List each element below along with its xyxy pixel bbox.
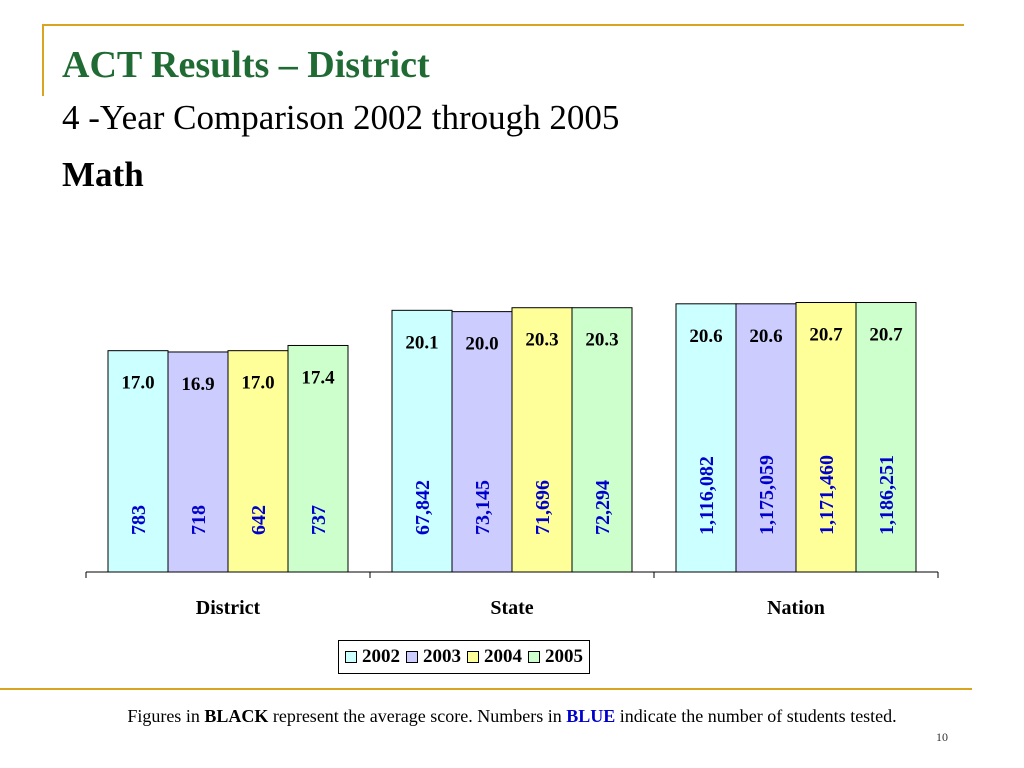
bar xyxy=(675,303,737,573)
bar xyxy=(571,307,633,573)
title-accent-bar xyxy=(42,24,44,96)
bar-value-label: 17.0 xyxy=(241,373,274,394)
x-tick-label: District xyxy=(196,597,261,619)
bar-count-label: 1,116,082 xyxy=(696,456,718,535)
legend-item: 2003 xyxy=(406,646,461,668)
legend-label: 2002 xyxy=(362,646,400,667)
bar xyxy=(287,344,349,573)
bar-count-label: 783 xyxy=(128,505,150,535)
legend-item: 2005 xyxy=(528,646,583,668)
bar-value-label: 20.3 xyxy=(585,330,618,351)
footnote-black-word: BLACK xyxy=(204,706,269,726)
top-divider xyxy=(42,24,964,26)
bar-count-label: 1,175,059 xyxy=(756,455,778,535)
slide-subject: Math xyxy=(62,155,144,194)
bar-value-label: 20.7 xyxy=(869,325,903,346)
legend-label: 2005 xyxy=(545,646,583,667)
bar xyxy=(735,303,797,573)
bar xyxy=(511,307,573,573)
slide-subtitle: 4 -Year Comparison 2002 through 2005 xyxy=(62,98,620,137)
bar-value-label: 20.6 xyxy=(749,326,782,347)
bar-count-label: 71,696 xyxy=(532,480,554,535)
bar-value-label: 17.0 xyxy=(121,373,154,394)
bar-count-label: 67,842 xyxy=(412,480,434,535)
bar-value-label: 20.1 xyxy=(405,332,438,353)
bar xyxy=(795,302,857,573)
legend-swatch xyxy=(406,651,418,663)
legend-item: 2002 xyxy=(345,646,400,668)
bar-value-label: 20.3 xyxy=(525,330,558,351)
bar-value-label: 20.7 xyxy=(809,325,843,346)
footnote-blue-word: BLUE xyxy=(566,706,616,726)
legend-swatch xyxy=(345,651,357,663)
legend-swatch xyxy=(467,651,479,663)
footnote-part3: indicate the number of students tested. xyxy=(615,706,897,726)
legend-swatch xyxy=(528,651,540,663)
bar-value-label: 17.4 xyxy=(301,367,335,388)
legend-item: 2004 xyxy=(467,646,522,668)
slide-title: ACT Results – District xyxy=(62,44,430,86)
footnote: Figures in BLACK represent the average s… xyxy=(0,706,1024,727)
bar-count-label: 718 xyxy=(188,505,210,535)
bar-count-label: 72,294 xyxy=(592,480,614,535)
bar-count-label: 73,145 xyxy=(472,480,494,535)
bottom-divider xyxy=(0,688,972,690)
bar-count-label: 1,171,460 xyxy=(816,455,838,535)
bar xyxy=(451,311,513,573)
chart-legend: 2002 2003 2004 2005 xyxy=(338,640,590,674)
bar-count-label: 1,186,251 xyxy=(876,455,898,535)
bar-count-label: 737 xyxy=(308,505,330,535)
bar-chart: 17.0 783 16.9 718 17.0 642 17.4 737 District 20.1… xyxy=(85,302,939,619)
x-tick-label: State xyxy=(490,597,533,619)
bar-count-label: 642 xyxy=(248,505,270,535)
footnote-part1: Figures in xyxy=(127,706,205,726)
bar xyxy=(855,302,917,573)
page-number: 10 xyxy=(936,730,948,744)
legend-label: 2003 xyxy=(423,646,461,667)
bar-value-label: 20.0 xyxy=(465,334,498,355)
x-tick-label: Nation xyxy=(767,597,825,619)
bar-value-label: 16.9 xyxy=(181,374,214,395)
bar-value-label: 20.6 xyxy=(689,326,722,347)
footnote-part2: represent the average score. Numbers in xyxy=(268,706,567,726)
legend-label: 2004 xyxy=(484,646,522,667)
